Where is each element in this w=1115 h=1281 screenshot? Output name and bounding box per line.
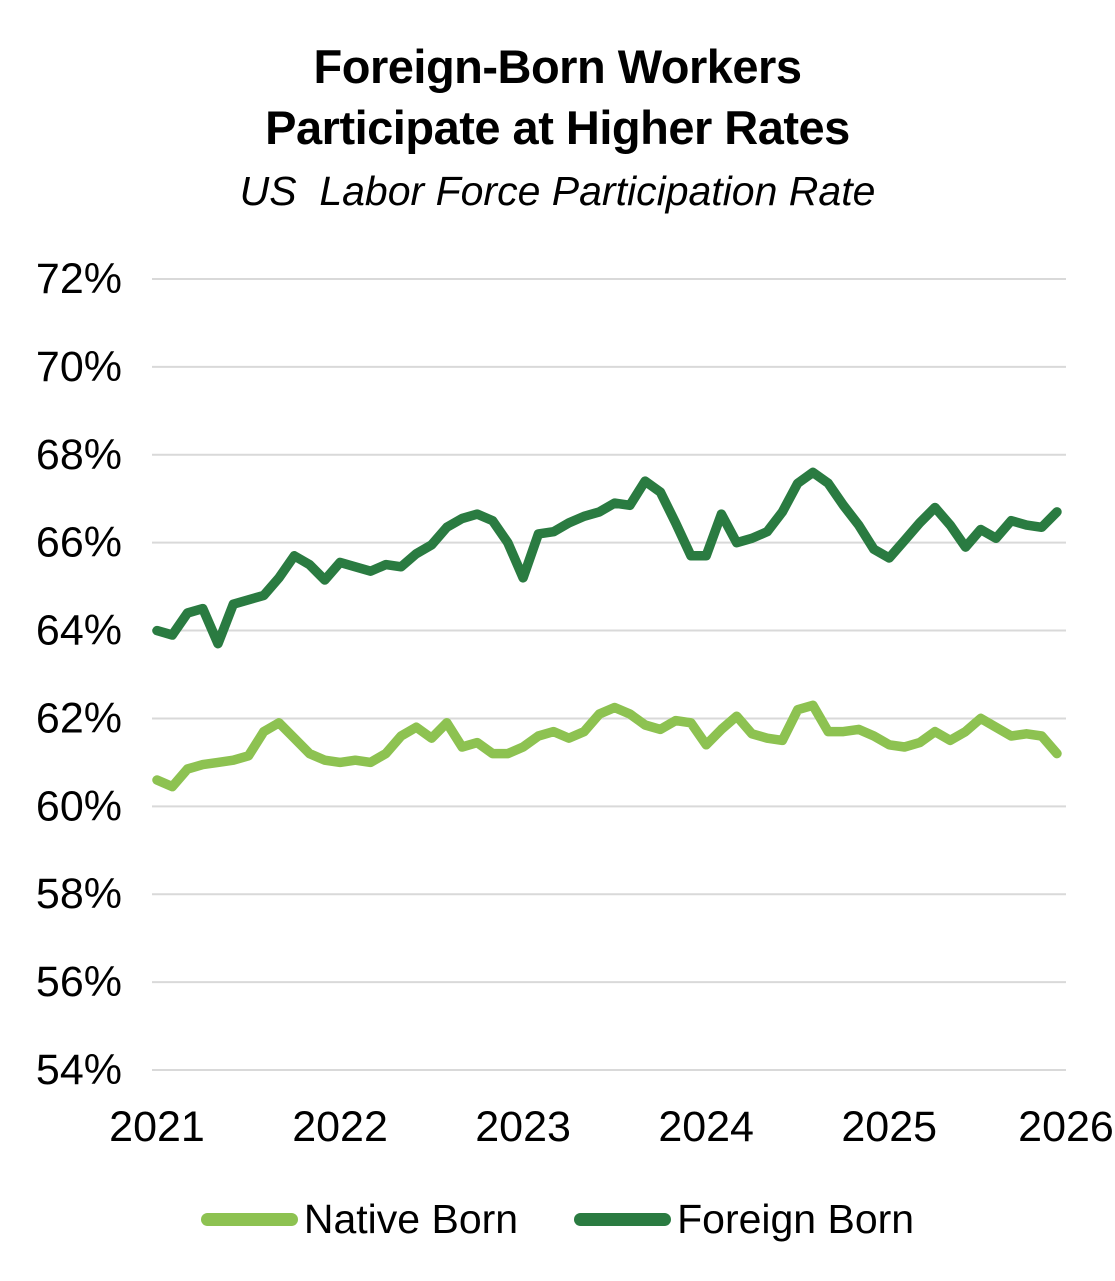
y-axis-label: 68% [36, 431, 122, 479]
chart-title-line1: Foreign-Born Workers [313, 40, 802, 93]
chart-title-line2: Participate at Higher Rates [265, 101, 850, 154]
y-axis-label: 62% [36, 694, 122, 742]
y-axis-label: 60% [36, 782, 122, 830]
legend-label-foreign-born: Foreign Born [677, 1196, 915, 1242]
chart-legend: Native Born Foreign Born [0, 1192, 1115, 1246]
y-axis-label: 56% [36, 958, 122, 1006]
y-axis-label: 64% [36, 607, 122, 655]
legend-item-foreign-born: Foreign Born [574, 1194, 914, 1244]
y-axis-label: 58% [36, 870, 122, 918]
native-born-line-swatch [200, 1212, 298, 1226]
x-axis-label: 2024 [658, 1103, 754, 1151]
x-axis-label: 2025 [841, 1103, 937, 1151]
x-axis-label: 2022 [292, 1103, 388, 1151]
x-axis-label: 2021 [109, 1103, 205, 1151]
y-axis-label: 66% [36, 519, 122, 567]
y-axis-label: 70% [36, 343, 122, 391]
x-axis-label: 2026 [1018, 1103, 1114, 1151]
foreign-born-line-swatch [574, 1212, 672, 1226]
legend-item-native-born: Native Born [200, 1194, 519, 1244]
y-axis-label: 72% [36, 255, 122, 303]
chart-subtitle: US Labor Force Participation Rate [239, 168, 876, 214]
foreign-born-line [152, 467, 1062, 649]
legend-label-native-born: Native Born [303, 1196, 519, 1242]
y-axis-label: 54% [36, 1046, 122, 1094]
native-born-line [152, 700, 1062, 792]
chart-header: Foreign-Born Workers Participate at High… [0, 36, 1115, 215]
x-axis-label: 2023 [475, 1103, 571, 1151]
